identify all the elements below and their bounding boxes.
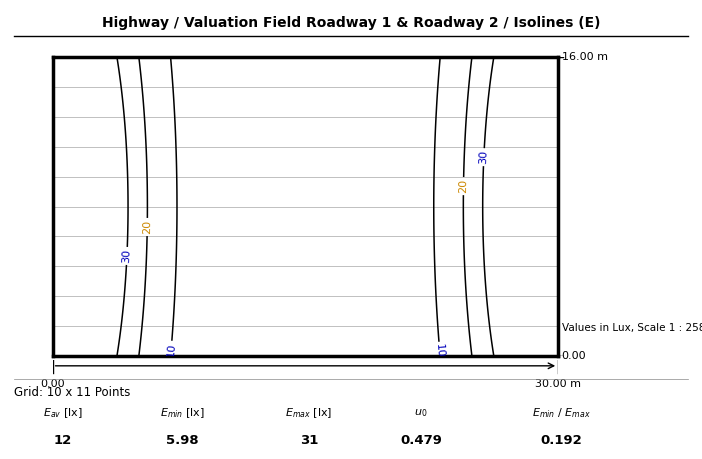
Text: 20: 20 bbox=[142, 220, 152, 234]
Text: Highway / Valuation Field Roadway 1 & Roadway 2 / Isolines (E): Highway / Valuation Field Roadway 1 & Ro… bbox=[102, 16, 600, 30]
Text: $E_{av}$ [lx]: $E_{av}$ [lx] bbox=[44, 406, 83, 420]
Text: Grid: 10 x 11 Points: Grid: 10 x 11 Points bbox=[14, 386, 131, 399]
Text: $E_{max}$ [lx]: $E_{max}$ [lx] bbox=[285, 406, 333, 420]
Text: Values in Lux, Scale 1 : 258: Values in Lux, Scale 1 : 258 bbox=[562, 323, 702, 333]
Text: 10: 10 bbox=[166, 342, 177, 357]
Text: 16.00 m: 16.00 m bbox=[562, 52, 608, 62]
Text: 30: 30 bbox=[121, 249, 132, 263]
Text: 20: 20 bbox=[458, 179, 469, 193]
Text: 0.192: 0.192 bbox=[541, 434, 583, 447]
Text: 0.479: 0.479 bbox=[400, 434, 442, 447]
Text: 30.00 m: 30.00 m bbox=[535, 379, 581, 389]
Text: 31: 31 bbox=[300, 434, 318, 447]
Text: 0.00: 0.00 bbox=[40, 379, 65, 389]
Text: $E_{min}$ [lx]: $E_{min}$ [lx] bbox=[160, 406, 205, 420]
Text: 5.98: 5.98 bbox=[166, 434, 199, 447]
Text: $u_0$: $u_0$ bbox=[414, 407, 428, 419]
Text: 10: 10 bbox=[434, 343, 445, 358]
Text: 12: 12 bbox=[54, 434, 72, 447]
Text: 30: 30 bbox=[479, 150, 489, 164]
Text: 0.00: 0.00 bbox=[562, 351, 586, 361]
Text: $E_{min}$ / $E_{max}$: $E_{min}$ / $E_{max}$ bbox=[532, 406, 591, 420]
